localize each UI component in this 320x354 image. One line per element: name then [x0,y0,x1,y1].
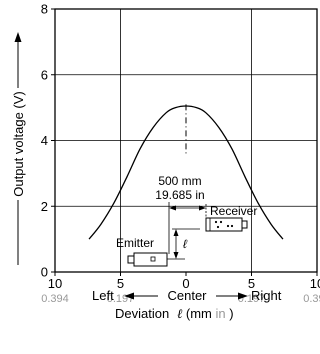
x-axis-direction: Left Center Right [92,288,282,303]
x-direction-left: Left [92,288,114,303]
distance-arrow-head-left [169,205,176,211]
emitter-sensor [127,252,185,267]
receiver-body [205,217,243,232]
y-tick-label: 8 [41,2,48,17]
x-axis-label-symbol: ℓ [177,307,183,322]
x-axis-label-unit-open: (mm [186,306,216,321]
receiver-dot [216,225,220,229]
offset-arrow-head-top [173,229,179,236]
right-arrow-head [238,292,248,300]
y-axis-label: Output voltage (V) [11,91,26,197]
x-tick-label: 5 [248,276,255,291]
y-tick-label: 6 [41,67,48,82]
x-tick-label-in: 0.394 [41,293,69,305]
receiver-dot [226,224,230,228]
offset-arrow-head-bottom [173,252,179,259]
left-arrow-head [124,292,134,300]
receiver-dot [214,220,218,224]
grid [55,9,317,272]
offset-symbol: ℓ [183,237,188,251]
y-axis-title: Output voltage (V) [11,32,26,265]
x-axis-label: Deviation ℓ (mm in ) [115,306,234,322]
x-direction-right: Right [251,288,282,303]
receiver-dot [230,224,234,228]
y-tick-label: 2 [41,199,48,214]
y-axis-arrow-head [14,32,22,42]
x-tick-label: 5 [117,276,124,291]
x-axis-label-main: Deviation [115,306,169,321]
distance-mm-label: 500 mm [158,174,201,188]
x-axis-label-unit-close: ) [229,306,233,321]
distance-in-label: 19.685 in [155,188,204,202]
distance-arrow-head-right [199,205,206,211]
receiver-connector [241,220,248,229]
y-tick-label: 4 [41,133,48,148]
x-tick-label: 0 [182,276,189,291]
emitter-label: Emitter [116,236,154,250]
x-tick-label: 10 [310,276,320,291]
emitter-body [133,252,168,267]
x-direction-center: Center [167,288,207,303]
emitter-connector [127,255,135,264]
receiver-sensor [205,217,248,232]
y-tick-label: 0 [41,265,48,280]
x-axis-label-unit-in: in [215,306,225,321]
x-tick-label-in: 0.394 [303,293,320,305]
x-tick-label: 10 [48,276,62,291]
receiver-label: Receiver [210,204,257,218]
emitter-lens [150,256,156,262]
output-voltage-curve [88,105,284,240]
receiver-dot [219,220,223,224]
